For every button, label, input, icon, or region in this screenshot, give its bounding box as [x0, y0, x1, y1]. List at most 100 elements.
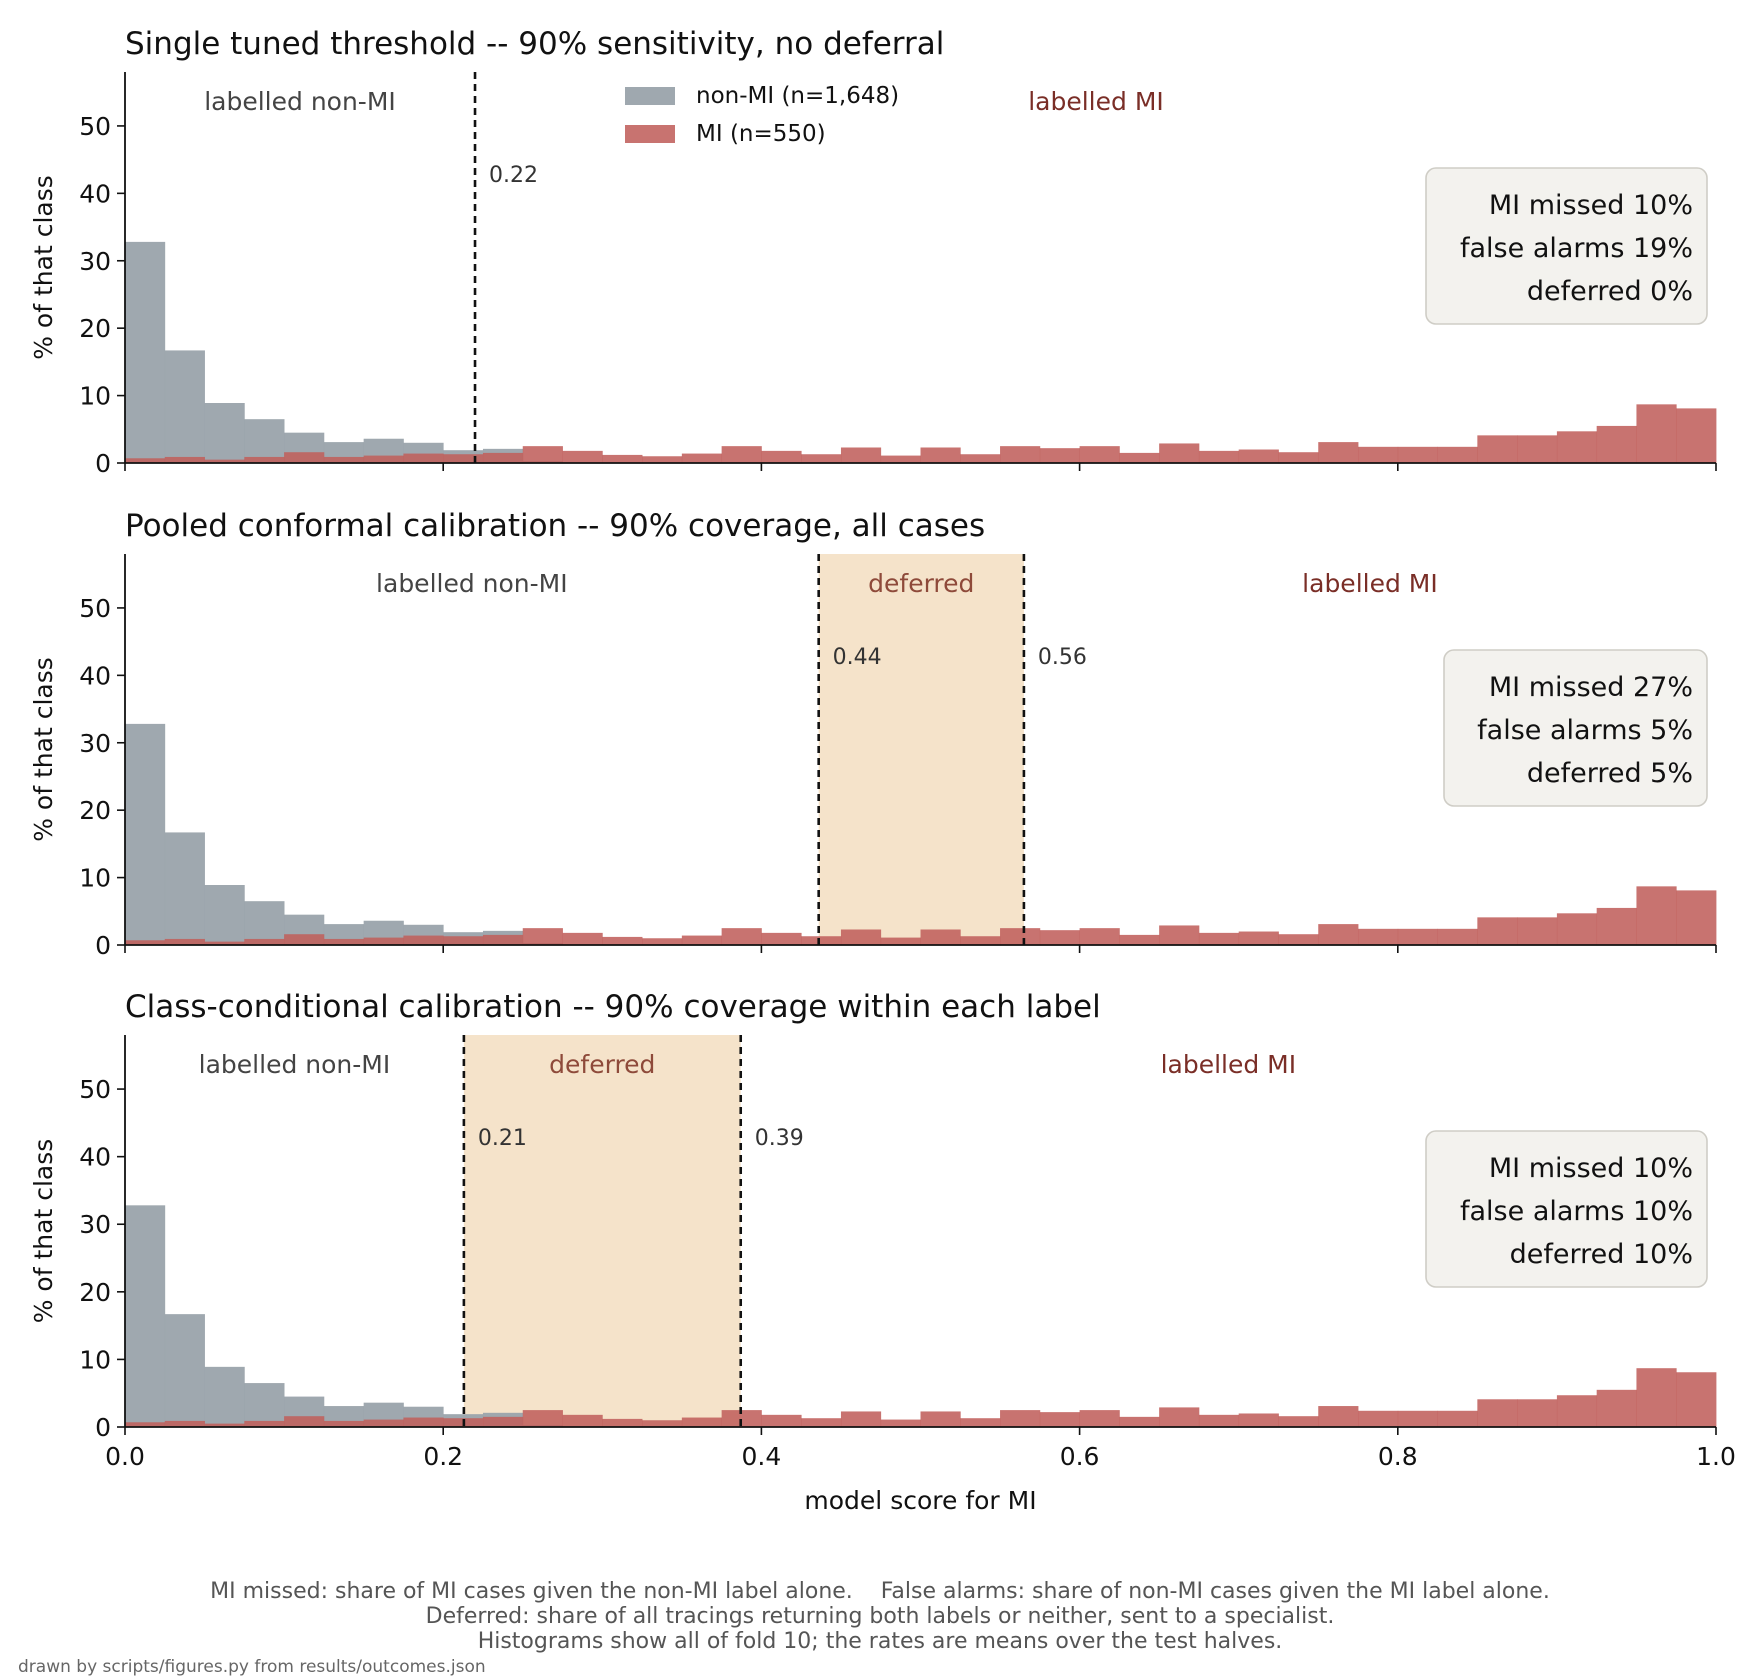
bar: [403, 1417, 444, 1427]
series-mi: [125, 886, 1717, 945]
bar: [1000, 928, 1041, 945]
bar: [1198, 1414, 1240, 1427]
region-label-non-mi: labelled non-MI: [204, 87, 396, 116]
series-non-mi: [125, 723, 563, 945]
bar: [1318, 442, 1359, 463]
legend-entry: non-MI (n=1,648): [696, 83, 899, 109]
y-axis-label: % of that class: [29, 175, 58, 360]
bar: [164, 938, 205, 945]
bar: [1437, 446, 1478, 463]
bar: [1079, 1410, 1120, 1427]
bar: [284, 934, 325, 945]
bar: [1596, 907, 1637, 945]
bar: [1159, 443, 1200, 463]
bar: [642, 938, 683, 945]
region-label-mi: labelled MI: [1028, 87, 1164, 116]
bar: [125, 723, 166, 945]
stats-box: MI missed 10% false alarms 10% deferred 10…: [1425, 1130, 1708, 1288]
stat-deferred: deferred 0%: [1527, 276, 1693, 307]
bar: [1318, 1406, 1359, 1427]
bar: [1000, 446, 1041, 463]
bar: [1119, 1416, 1160, 1427]
bar: [1556, 431, 1598, 463]
bar: [125, 1205, 166, 1427]
bar: [363, 937, 404, 945]
x-tick-label: 1.0: [1696, 1442, 1736, 1471]
bar: [1636, 886, 1677, 945]
bar: [562, 932, 603, 945]
bar: [403, 935, 444, 945]
bar: [1159, 1407, 1200, 1427]
bar: [960, 454, 1001, 463]
bar: [125, 458, 166, 463]
x-tick-label: 0.2: [423, 1442, 463, 1471]
region-label-mi: labelled MI: [1161, 1050, 1297, 1079]
bar: [125, 940, 166, 945]
bar: [960, 1418, 1001, 1427]
y-axis-label: % of that class: [29, 1139, 58, 1324]
panel-2: 0.44 0.56 0 10 20 30 40 50 % of that class Pooled…: [29, 508, 1717, 960]
bar: [1278, 1416, 1319, 1427]
series-non-mi: [125, 1205, 563, 1427]
bar: [482, 1416, 524, 1427]
stat-deferred: deferred 5%: [1527, 758, 1693, 789]
bar: [164, 456, 205, 463]
bar: [204, 885, 245, 945]
bar: [721, 1410, 762, 1427]
threshold-label: 0.56: [1038, 645, 1087, 670]
y-tick-label: 40: [79, 661, 111, 690]
y-tick-label: 40: [79, 1143, 111, 1172]
bar: [1556, 913, 1598, 945]
y-tick-label: 20: [79, 1278, 111, 1307]
bar: [1119, 452, 1160, 463]
bar: [204, 403, 245, 463]
y-tick-label: 40: [79, 179, 111, 208]
x-tick-label: 0.4: [742, 1442, 782, 1471]
region-label-deferred: deferred: [868, 569, 974, 598]
x-axis-label: model score for MI: [804, 1486, 1036, 1515]
bar: [363, 455, 404, 463]
stat-mi-missed: MI missed 10%: [1489, 1153, 1693, 1184]
bar: [1676, 890, 1717, 945]
bar: [602, 454, 643, 463]
bar: [1477, 435, 1518, 463]
stat-mi-missed: MI missed 27%: [1489, 672, 1693, 703]
y-tick-label: 0: [95, 931, 111, 960]
bar: [920, 447, 961, 463]
bar: [1358, 1410, 1399, 1427]
bar: [602, 936, 643, 945]
bar: [522, 928, 563, 945]
bar: [443, 454, 484, 463]
bar: [244, 901, 285, 945]
threshold-label: 0.39: [755, 1126, 804, 1151]
bar: [1676, 1372, 1717, 1427]
bar: [840, 447, 882, 463]
legend-swatch: [625, 87, 675, 105]
bar: [323, 456, 365, 463]
x-tick-label: 0.0: [105, 1442, 145, 1471]
y-tick-label: 50: [79, 1075, 111, 1104]
series-mi: [125, 404, 1717, 463]
bar: [880, 1419, 921, 1427]
bar: [642, 456, 683, 463]
y-tick-label: 20: [79, 314, 111, 343]
threshold-label: 0.21: [478, 1126, 527, 1151]
bar: [403, 453, 444, 463]
bar: [522, 1410, 563, 1427]
bar: [125, 1422, 166, 1427]
bar: [164, 350, 205, 463]
bar: [1517, 917, 1558, 945]
bar: [1556, 1395, 1598, 1427]
bar: [562, 450, 603, 463]
y-tick-label: 50: [79, 594, 111, 623]
bar: [164, 1314, 205, 1427]
stats-box-bg: [1425, 1130, 1708, 1288]
region-label-non-mi: labelled non-MI: [376, 569, 568, 598]
bar: [244, 419, 285, 463]
bar: [1397, 446, 1438, 463]
y-tick-label: 10: [79, 864, 111, 893]
stat-false-alarms: false alarms 19%: [1460, 233, 1693, 264]
bar: [482, 934, 524, 945]
bar: [761, 450, 802, 463]
